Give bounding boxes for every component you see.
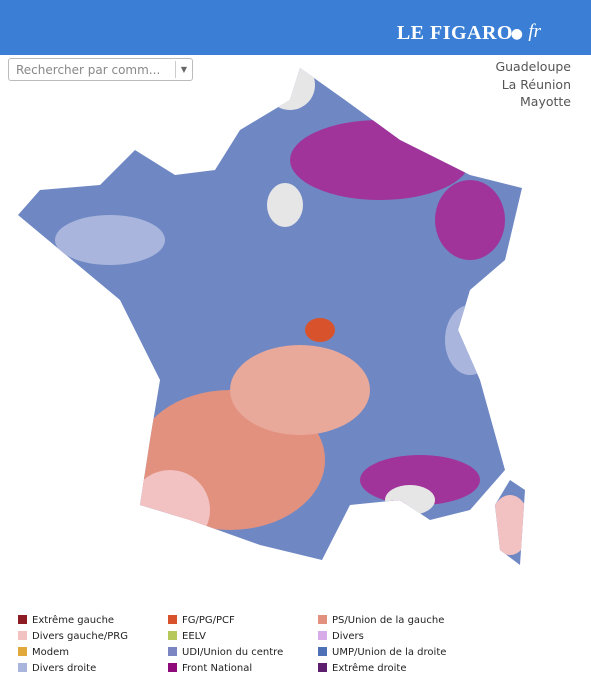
region (267, 183, 303, 227)
legend-swatch (18, 631, 27, 640)
legend-label: FG/PG/PCF (182, 615, 235, 626)
region (55, 215, 165, 265)
legend-swatch (168, 647, 177, 656)
legend-item: UDI/Union du centre (168, 647, 283, 658)
overseas-link-text: Mayotte (520, 94, 571, 109)
legend-swatch (318, 663, 327, 672)
region (265, 68, 315, 110)
logo[interactable]: LE FIGARO (396, 22, 513, 44)
legend-item: FG/PG/PCF (168, 615, 235, 626)
legend-item: EELV (168, 631, 206, 642)
overseas-link[interactable]: La Réunion (495, 76, 571, 94)
legend-swatch (18, 647, 27, 656)
region (385, 485, 435, 515)
legend-swatch (318, 631, 327, 640)
legend-label: Modem (32, 647, 69, 658)
overseas-link[interactable]: Mayotte (495, 93, 571, 111)
legend-swatch (318, 615, 327, 624)
legend-item: Front National (168, 663, 252, 674)
search-box[interactable]: Rechercher par comm... ▼ (8, 58, 193, 81)
legend-swatch (168, 663, 177, 672)
overseas-link-text: La Réunion (501, 76, 571, 92)
legend-swatch (318, 647, 327, 656)
legend-label: EELV (182, 631, 206, 642)
dropdown-arrow[interactable]: ▼ (175, 61, 192, 78)
legend-item: Divers droite (18, 663, 96, 674)
region (435, 180, 505, 260)
header: LE FIGARO ● fr (0, 0, 591, 55)
legend-item: PS/Union de la gauche (318, 615, 444, 626)
region (230, 345, 370, 435)
overseas-links: Guadeloupe La Réunion Mayotte (495, 58, 571, 111)
legend-item: Extrême droite (318, 663, 406, 674)
legend-label: UMP/Union de la droite (332, 647, 447, 658)
legend-item: Divers gauche/PRG (18, 631, 128, 642)
legend-item: Modem (18, 647, 69, 658)
legend-swatch (168, 631, 177, 640)
legend-swatch (18, 615, 27, 624)
legend-swatch (18, 663, 27, 672)
logo-dot: ● (510, 26, 523, 42)
region (445, 305, 495, 375)
search-placeholder: Rechercher par comm... (16, 63, 161, 77)
legend-label: PS/Union de la gauche (332, 615, 445, 626)
legend-label: UDI/Union du centre (182, 647, 284, 658)
region (490, 495, 525, 555)
legend-swatch (168, 615, 177, 624)
region (305, 318, 335, 342)
legend-label: Front National (182, 663, 253, 674)
regions (18, 68, 525, 565)
legend-label: Extrême gauche (32, 615, 115, 626)
legend-item: Extrême gauche (18, 615, 114, 626)
overseas-link-text: Guadeloupe (495, 59, 571, 74)
legend-label: Divers (332, 631, 364, 642)
overseas-link[interactable]: Guadeloupe (495, 58, 571, 76)
legend-item: Divers (318, 631, 364, 642)
region (130, 470, 210, 550)
legend-label: Divers droite (32, 663, 97, 674)
legend-label: Extrême droite (332, 663, 407, 674)
logo-suffix[interactable]: fr (528, 21, 541, 42)
region (290, 120, 470, 200)
legend-label: Divers gauche/PRG (32, 631, 128, 642)
legend-item: UMP/Union de la droite (318, 647, 446, 658)
france-map (18, 68, 525, 565)
